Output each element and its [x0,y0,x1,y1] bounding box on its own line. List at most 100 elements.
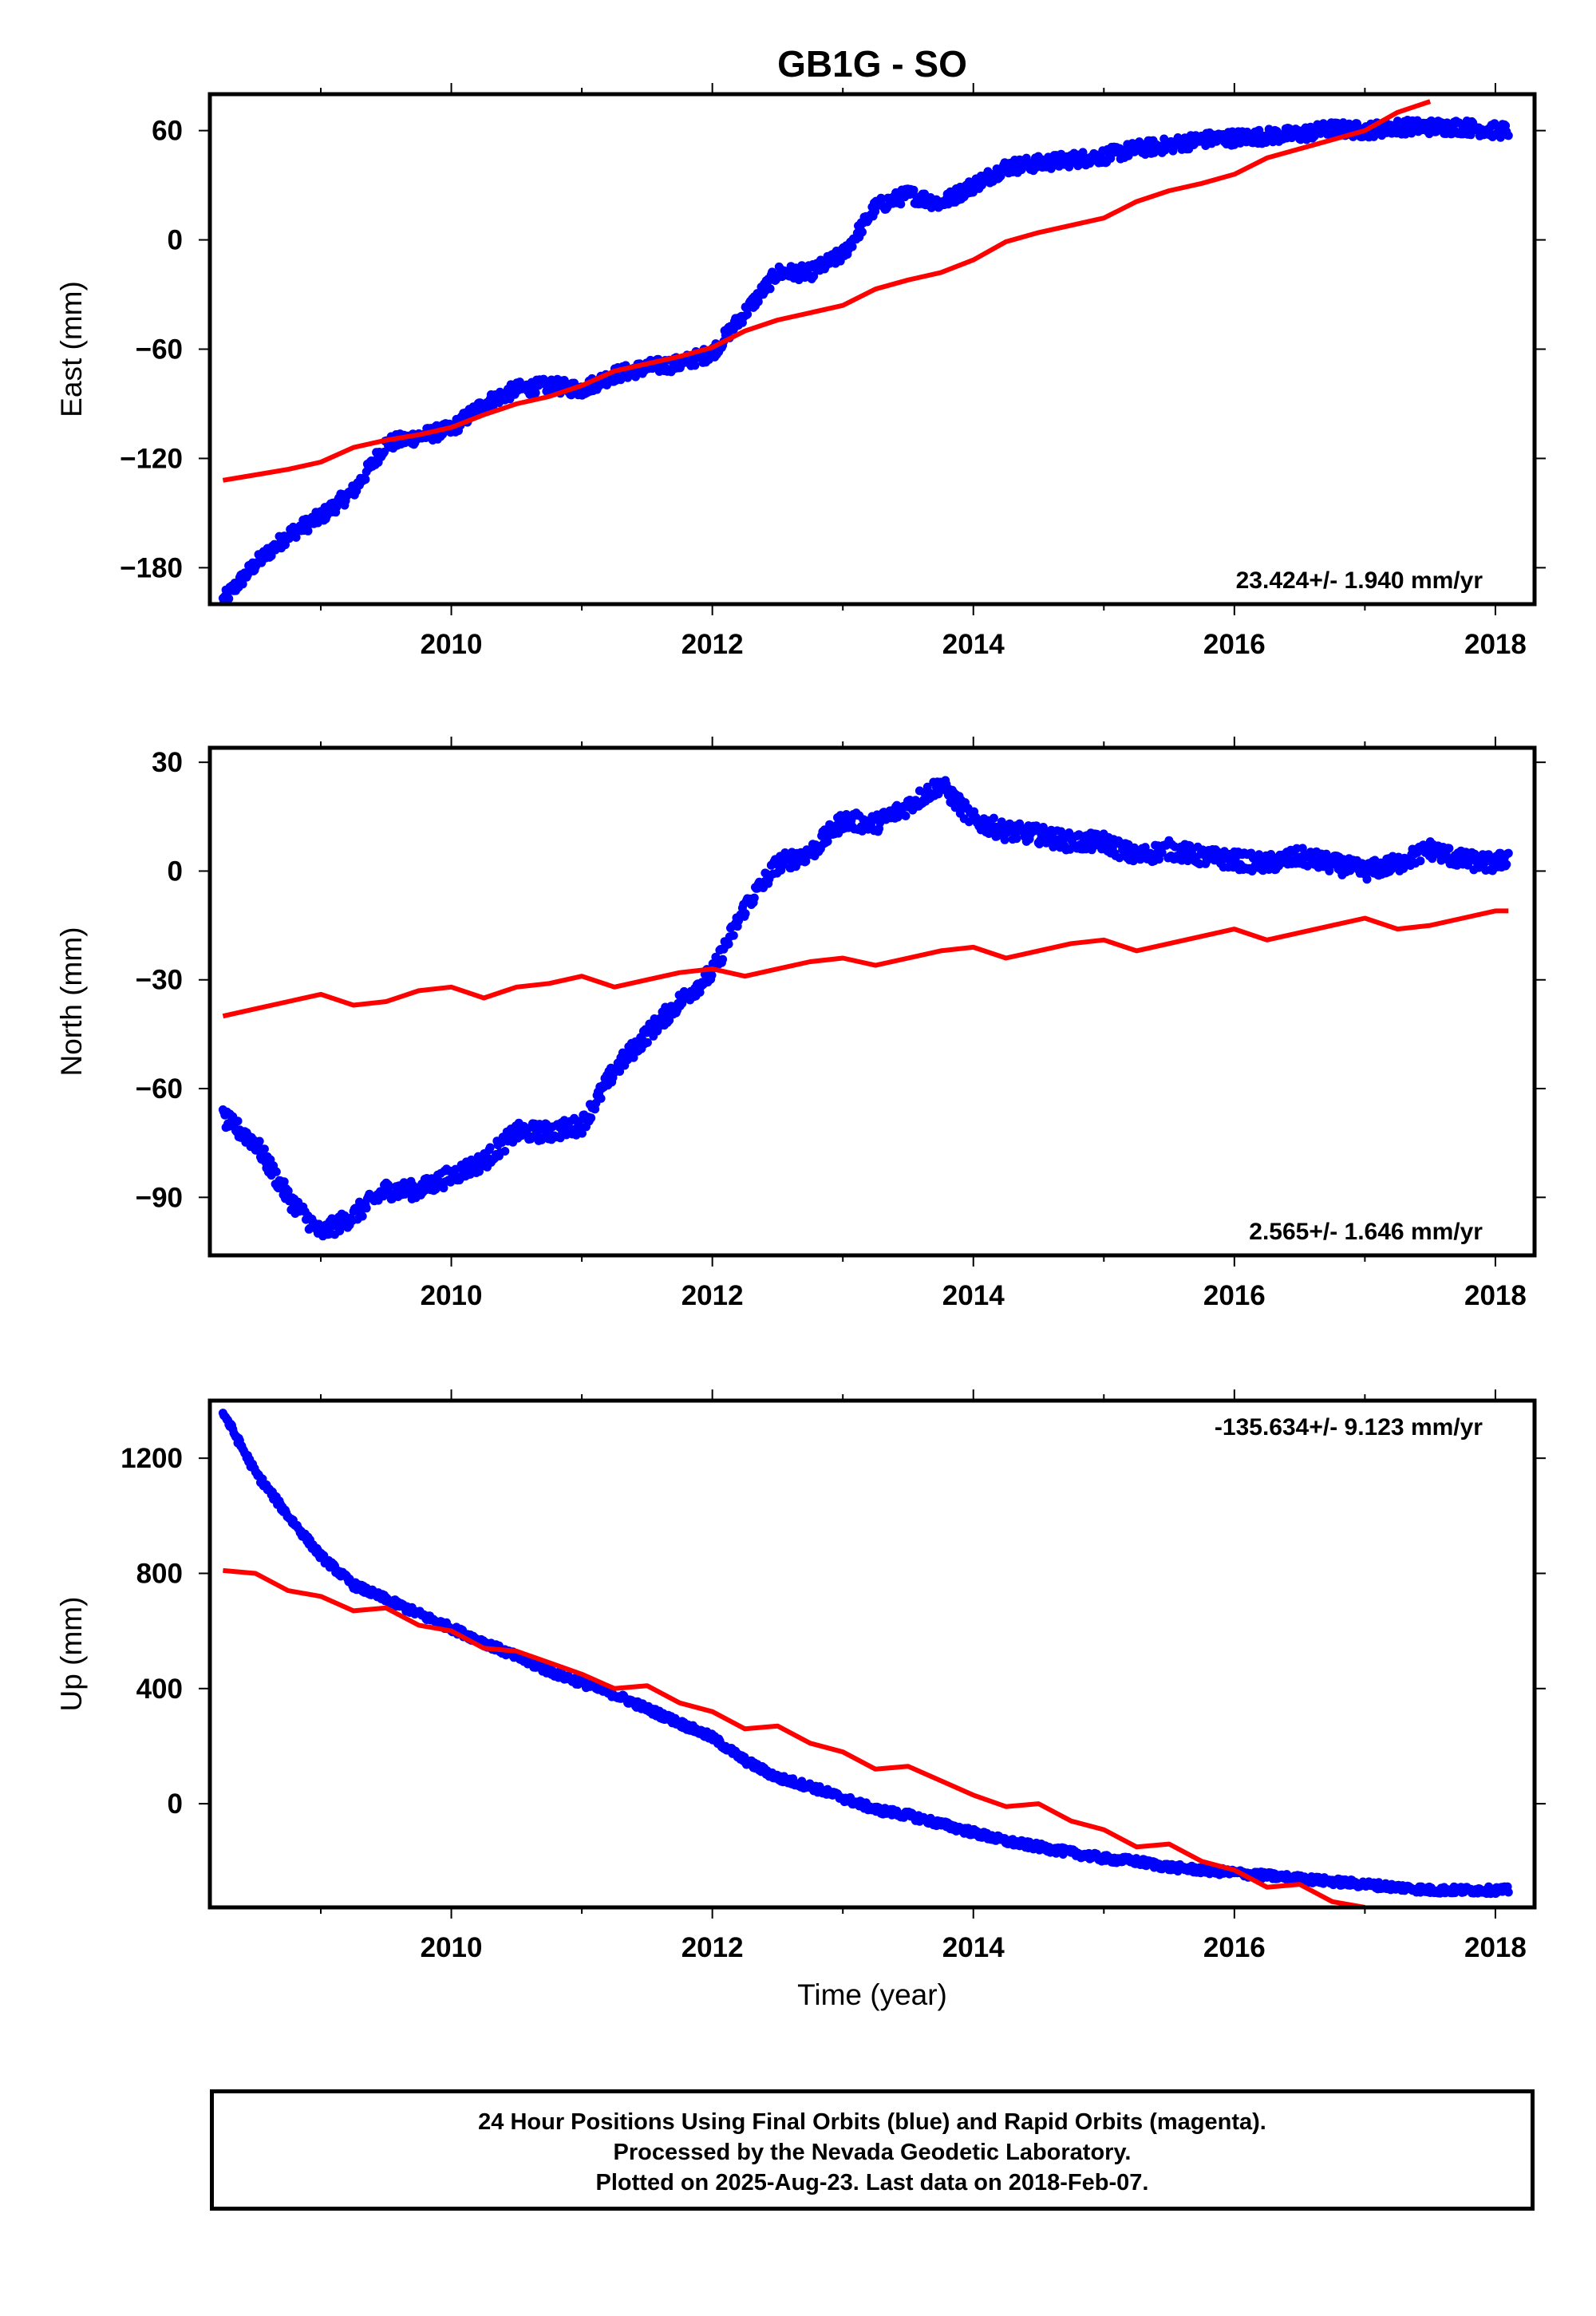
east-plot-area [218,99,1513,604]
north-point [485,1143,495,1152]
x-tick-label: 2014 [942,1280,1005,1311]
y-tick-label: 30 [152,747,183,778]
north-model-curve [222,908,1509,1019]
north-point [901,811,911,820]
y-tick-label: 1200 [120,1443,183,1474]
north-velocity-label: 2.565+/- 1.646 mm/yr [1249,1219,1483,1245]
x-tick-label: 2016 [1203,629,1266,660]
east-point [224,594,234,603]
north-point [255,1136,264,1146]
y-tick-label: 0 [168,856,183,887]
east-axis-label: East (mm) [55,281,88,417]
north-point [587,1113,596,1123]
north-point [718,954,728,964]
north-point [500,1147,510,1156]
north-point [279,1177,289,1187]
north-point [989,813,998,823]
east-point [809,271,819,281]
east-point [909,185,918,195]
x-tick-label: 2016 [1203,1932,1266,1963]
footer-line-orbits: 24 Hour Positions Using Final Orbits (bl… [478,2109,1266,2135]
north-panel: −90 −60 −30 0 30 2010 2012 2014 2016 2018 North (m… [55,737,1546,1311]
y-tick-label: −60 [136,334,183,366]
east-point [690,361,700,370]
up-frame [207,1398,1537,1910]
x-tick-label: 2018 [1464,629,1527,660]
up-panel: 0 400 800 1200 2010 2012 2014 2016 2018 Up (mm) Ti… [55,1389,1546,2011]
north-point [385,1181,394,1191]
up-axis-label: Up (mm) [55,1597,88,1712]
chart-title: GB1G - SO [777,43,967,85]
north-point [1345,866,1355,875]
north-point [283,1186,293,1196]
north-point [358,1211,367,1221]
east-point [1503,131,1513,140]
x-tick-label: 2018 [1464,1932,1527,1963]
x-tick-label: 2010 [421,1932,483,1963]
time-axis-label: Time (year) [797,1978,947,2011]
east-point [743,310,753,319]
north-point [361,1203,371,1213]
up-plot-area [218,1409,1513,1907]
east-point [858,227,867,237]
north-point [1012,834,1021,844]
north-point [724,939,733,949]
x-tick-label: 2018 [1464,1280,1527,1311]
north-point [1303,861,1312,871]
y-tick-label: −60 [136,1073,183,1105]
east-point [1065,162,1074,172]
y-tick-label: 0 [168,225,183,256]
x-tick-label: 2014 [942,629,1005,660]
east-final-orbit-points [218,116,1513,604]
north-point [741,909,750,919]
east-point [847,242,857,251]
north-point [1502,860,1511,869]
y-tick-label: −90 [136,1182,183,1213]
up-model-curve [223,1567,1365,1907]
east-point [631,372,640,381]
north-point [1503,848,1513,858]
north-point [1298,844,1307,853]
x-tick-label: 2012 [681,1280,744,1311]
east-point [896,200,906,209]
east-point [1495,132,1505,142]
north-point [642,1037,652,1047]
north-point [1157,848,1167,857]
north-plot-area [218,776,1513,1241]
east-point [291,532,301,542]
north-point [629,1053,638,1062]
up-velocity-label: -135.634+/- 9.123 mm/yr [1215,1414,1483,1441]
footer-line-processed: Processed by the Nevada Geodetic Laborat… [613,2140,1132,2165]
east-velocity-label: 23.424+/- 1.940 mm/yr [1236,567,1483,594]
y-tick-label: −120 [120,443,183,474]
north-point [1362,875,1372,884]
east-model-curve [222,99,1432,483]
x-tick-label: 2012 [681,629,744,660]
x-tick-label: 2010 [421,1280,483,1311]
up-point [1503,1887,1513,1897]
east-point [303,526,313,536]
east-point [361,475,370,484]
x-tick-label: 2016 [1203,1280,1266,1311]
up-final-orbit-points [218,1409,1513,1899]
north-axis-label: North (mm) [55,927,88,1076]
north-final-orbit-points [218,776,1513,1241]
north-frame [207,745,1537,1258]
north-point [271,1167,281,1176]
x-tick-label: 2010 [421,629,483,660]
north-point [707,970,717,980]
processing-footer: 24 Hour Positions Using Final Orbits (bl… [210,2089,1535,2211]
north-point [578,1128,587,1138]
y-tick-label: 400 [136,1674,183,1705]
y-tick-label: 60 [152,116,183,147]
east-panel: −180 −120 −60 0 60 2010 2012 2014 2016 2018 East (… [55,83,1546,660]
east-frame [207,92,1537,607]
east-point [1106,153,1116,163]
north-point [1416,856,1425,866]
y-tick-label: 800 [136,1558,183,1589]
north-point [749,893,759,903]
north-point [801,856,811,866]
x-tick-label: 2014 [942,1932,1005,1963]
footer-line-plotted: Plotted on 2025-Aug-23. Last data on 201… [595,2170,1149,2195]
